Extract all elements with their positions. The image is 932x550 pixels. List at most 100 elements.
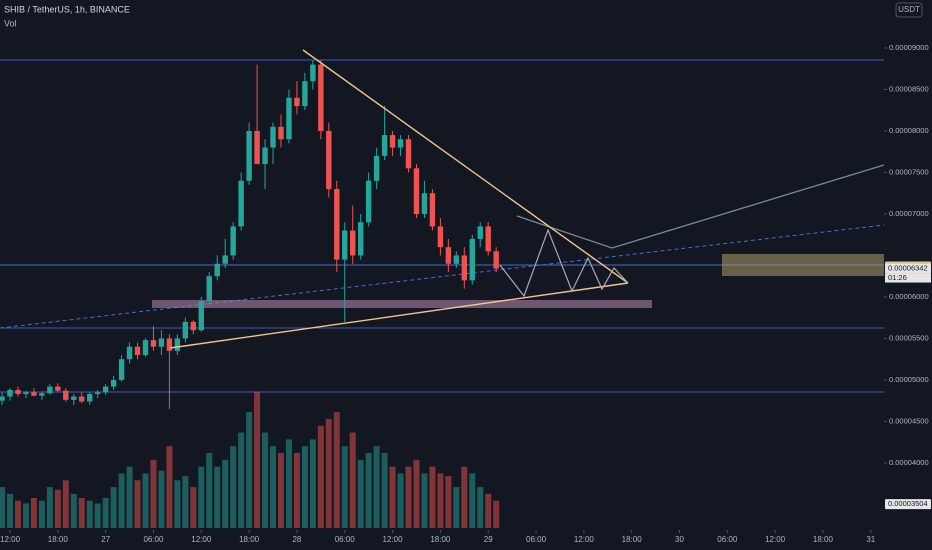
volume-bar xyxy=(182,476,189,528)
volume-bar xyxy=(429,466,436,528)
candle-body xyxy=(150,340,157,347)
volume-bar xyxy=(381,453,388,528)
candle-body xyxy=(126,346,133,360)
candle-body xyxy=(334,189,340,260)
price-badge xyxy=(885,499,931,510)
volume-bar xyxy=(134,480,141,528)
x-tick-label: 31 xyxy=(866,535,875,544)
volume-bar xyxy=(150,459,157,528)
candle-body xyxy=(23,392,29,395)
candle-body xyxy=(47,386,53,394)
volume-bar xyxy=(309,439,316,528)
candle-body xyxy=(326,130,332,190)
candle-body xyxy=(94,392,101,395)
y-tick-label: 0.00007500 xyxy=(889,167,929,176)
candle-body xyxy=(421,193,428,214)
candle-body xyxy=(397,139,404,148)
x-tick-label: 18:00 xyxy=(239,535,260,544)
candle-body xyxy=(214,263,220,277)
volume-bar xyxy=(38,500,45,528)
candle-body xyxy=(63,390,69,400)
candle-body xyxy=(15,389,21,395)
volume-bar xyxy=(94,503,101,528)
candle-body xyxy=(278,126,284,140)
candle-body xyxy=(469,238,475,281)
volume-bar xyxy=(270,446,277,528)
volume-bar xyxy=(413,459,420,528)
countdown: 01:26 xyxy=(888,273,907,282)
symbol: SHIB / TetherUS, 1h, BINANCE xyxy=(4,4,130,14)
x-tick-label: 06:00 xyxy=(335,535,356,544)
triangle-bottom xyxy=(169,282,629,349)
y-tick-label: 0.00007000 xyxy=(889,209,929,218)
y-tick-label: 0.00009000 xyxy=(889,43,929,52)
volume-bar xyxy=(397,473,404,528)
candle-body xyxy=(493,251,499,269)
volume-bar xyxy=(341,446,348,528)
volume-bar xyxy=(461,466,468,528)
candle-body xyxy=(71,396,77,400)
x-tick-label: 06:00 xyxy=(526,535,547,544)
x-tick-label: 18:00 xyxy=(430,535,451,544)
volume-bar xyxy=(190,487,197,528)
candle-body xyxy=(206,276,212,302)
candle-body xyxy=(437,226,444,248)
overlay-drawings xyxy=(169,49,629,349)
marks xyxy=(0,60,500,528)
volume-bar xyxy=(493,500,500,528)
volume-bar xyxy=(14,500,21,528)
candle-body xyxy=(182,321,189,339)
candle-body xyxy=(246,130,252,181)
volume-bar xyxy=(293,453,300,528)
volume-bar xyxy=(238,432,245,528)
candle-body xyxy=(429,193,436,227)
candle-body xyxy=(0,396,5,401)
y-tick-label: 0.00006000 xyxy=(889,292,929,301)
trend-dashed xyxy=(0,224,885,329)
y-tick-label: 0.00004500 xyxy=(889,416,929,425)
candle-body xyxy=(318,64,324,131)
volume-bar xyxy=(246,412,253,528)
candle-body xyxy=(381,135,388,156)
volume-bar xyxy=(405,466,412,528)
candle-body xyxy=(485,226,491,252)
candle-body xyxy=(174,338,181,351)
volume-bar xyxy=(373,446,380,528)
volume-bar xyxy=(445,476,452,528)
x-tick-label: 12:00 xyxy=(765,535,786,544)
price-badge-label: 0.00003504 xyxy=(888,499,928,508)
volume-bar xyxy=(437,473,444,528)
volume-bar xyxy=(198,466,205,528)
currency-box xyxy=(895,2,923,18)
candle-body xyxy=(445,247,452,264)
candle-body xyxy=(102,386,109,393)
candle-body xyxy=(310,64,316,82)
candle-body xyxy=(477,226,483,239)
volume-bar xyxy=(214,466,221,528)
volume-bar xyxy=(301,446,308,528)
x-tick-label: 28 xyxy=(292,535,301,544)
volume-bar xyxy=(86,500,93,528)
candle-body xyxy=(342,230,348,260)
candle-body xyxy=(365,180,372,223)
candle-body xyxy=(350,230,356,256)
candle-body xyxy=(262,147,268,165)
volume-bar xyxy=(485,493,492,528)
drawings xyxy=(0,59,885,393)
volume-bar xyxy=(389,466,396,528)
volume-bar xyxy=(118,473,125,528)
volume-bar xyxy=(477,487,484,528)
candle-body xyxy=(118,359,125,380)
zone xyxy=(722,254,884,276)
x-tick-label: 12:00 xyxy=(574,535,595,544)
volume-bar xyxy=(166,446,173,528)
candle-body xyxy=(198,301,204,331)
candle-body xyxy=(286,97,292,140)
volume-bar xyxy=(78,498,85,528)
volume-bar xyxy=(317,425,324,528)
x-tick-label: 06:00 xyxy=(143,535,164,544)
volume-bar xyxy=(70,493,77,528)
volume-bar xyxy=(421,473,428,528)
